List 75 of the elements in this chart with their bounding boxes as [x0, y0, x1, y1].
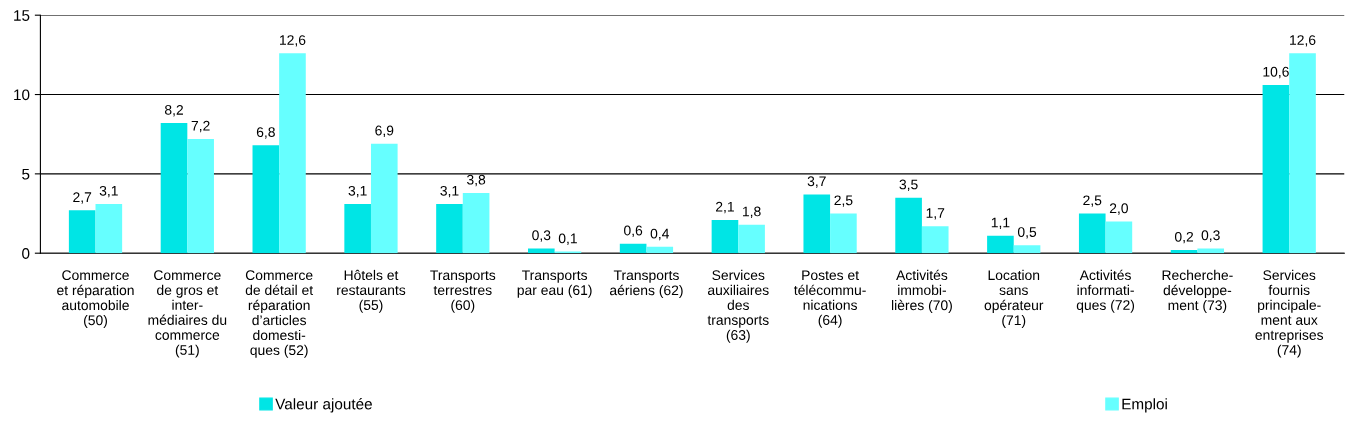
bar: [987, 235, 1014, 254]
x-tick-label: Services auxiliaires des transports (63): [707, 269, 769, 343]
data-label: 7,2: [191, 120, 210, 133]
data-label: 2,5: [1083, 195, 1102, 207]
bar: [187, 138, 214, 254]
data-label: 1,7: [926, 208, 945, 220]
data-label: 0,3: [1201, 230, 1220, 242]
data-label: 0,3: [532, 230, 551, 242]
data-label: 0,5: [1017, 227, 1037, 239]
x-tick-label: Location sans opérateur (71): [984, 269, 1044, 328]
x-tick-label: Commerce de détail et réparation d’articles domesti- ques (52): [245, 270, 314, 358]
bar: [95, 204, 123, 254]
bar: [921, 226, 949, 254]
bar: [279, 53, 306, 254]
bar: [830, 213, 857, 254]
x-tick-label: Hôtels et restaurants (55): [337, 269, 406, 313]
data-label: 0,1: [558, 233, 577, 245]
bar: [1105, 221, 1133, 254]
x-tick-label: Transports aériens (62): [609, 270, 683, 298]
data-label: 0,6: [624, 225, 643, 238]
y-tick-label: 10: [14, 89, 30, 101]
data-label: 6,9: [375, 125, 394, 138]
bar: [160, 123, 188, 254]
data-label: 2,0: [1109, 203, 1128, 215]
x-tick-label: Recherche- développe- ment (73): [1162, 269, 1233, 313]
x-tick-label: Services fournis principale- ment aux entreprises (74): [1255, 269, 1324, 358]
data-label: 10,6: [1263, 66, 1289, 79]
data-label: 3,1: [348, 185, 367, 198]
legend-label: Valeur ajoutée: [275, 398, 372, 413]
data-label: 12,6: [1290, 35, 1316, 47]
data-label: 3,5: [899, 179, 918, 191]
data-label: 3,1: [440, 185, 459, 198]
bar: [1078, 213, 1106, 254]
data-label: 8,2: [164, 104, 183, 117]
x-tick-label: Activités informati- ques (72): [1076, 269, 1135, 313]
bar: [1013, 245, 1041, 254]
bar: [646, 246, 674, 254]
legend-label: Emploi: [1122, 398, 1167, 413]
bar: [1262, 85, 1290, 254]
bar: [1289, 53, 1316, 254]
bar: [436, 204, 463, 254]
data-label: 2,1: [716, 201, 734, 214]
bar: [252, 145, 280, 254]
bar: [344, 204, 371, 254]
data-label: 2,7: [73, 192, 92, 204]
data-label: 3,7: [807, 176, 826, 188]
bar: [1170, 250, 1198, 254]
bar: [370, 143, 398, 254]
x-tick-label: Commerce et réparation automobile (50): [57, 270, 134, 328]
data-label: 3,1: [99, 185, 118, 198]
bar: [711, 219, 739, 254]
x-tick-label: Transports terrestres (60): [430, 270, 496, 313]
bar: [527, 248, 555, 254]
y-tick-label: 0: [22, 248, 30, 259]
bar: [738, 224, 765, 254]
data-label: 0,4: [650, 228, 670, 241]
data-label: 2,5: [834, 195, 853, 207]
y-tick-label: 15: [14, 10, 30, 21]
bar: [803, 194, 831, 254]
bar: [462, 192, 490, 254]
data-label: 1,1: [991, 217, 1010, 230]
bar: [68, 210, 96, 254]
data-label: 1,8: [742, 206, 761, 218]
x-tick-label: Activités immobi- lières (70): [891, 269, 952, 313]
x-tick-label: Postes et télécommu- nications (64): [794, 270, 866, 328]
x-tick-label: Transports par eau (61): [517, 270, 592, 298]
bar: [619, 243, 647, 254]
x-tick-label: Commerce de gros et inter- médiaires du commerce (51): [148, 270, 227, 358]
data-label: 3,8: [466, 174, 486, 187]
data-label: 12,6: [280, 35, 306, 47]
bar: [1197, 248, 1225, 254]
y-tick-label: 5: [22, 168, 30, 180]
bar: [895, 197, 922, 254]
data-label: 0,2: [1174, 231, 1194, 244]
data-label: 6,8: [256, 127, 275, 139]
